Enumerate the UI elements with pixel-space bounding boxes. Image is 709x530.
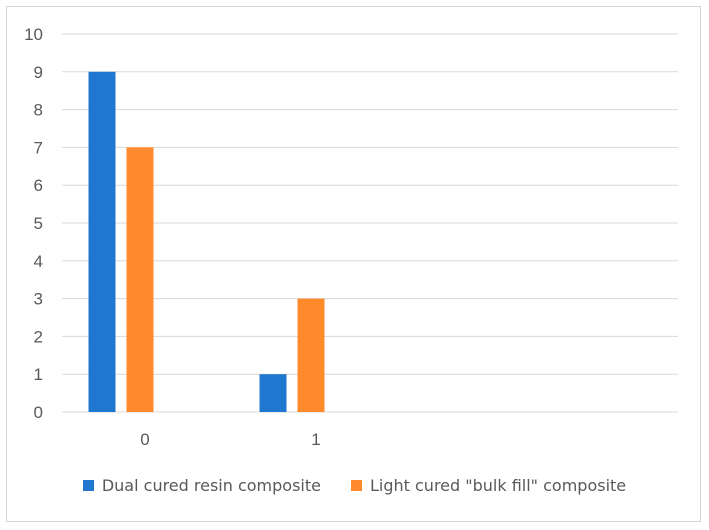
bar-dual-cured-1 xyxy=(259,374,287,412)
bars xyxy=(88,71,325,413)
y-tick-label: 3 xyxy=(34,290,43,309)
x-tick-label: 1 xyxy=(311,430,320,449)
y-tick-label: 1 xyxy=(34,365,43,384)
y-tick-label: 7 xyxy=(34,138,43,157)
legend-item-dual-cured: Dual cured resin composite xyxy=(82,476,321,495)
x-tick-label: 0 xyxy=(140,430,149,449)
y-tick-label: 6 xyxy=(34,176,43,195)
y-axis: 0 1 2 3 4 5 6 7 8 9 10 xyxy=(24,25,43,422)
legend-swatch-light-cured xyxy=(350,480,362,491)
y-tick-label: 4 xyxy=(34,252,43,271)
legend: Dual cured resin composite Light cured "… xyxy=(0,476,709,495)
y-tick-label: 9 xyxy=(34,63,43,82)
y-tick-label: 2 xyxy=(34,327,43,346)
legend-label-light-cured: Light cured "bulk fill" composite xyxy=(369,476,627,495)
y-tick-label: 8 xyxy=(34,101,43,120)
y-tick-label: 10 xyxy=(24,25,43,44)
bar-dual-cured-0 xyxy=(88,71,116,413)
legend-swatch-dual-cured xyxy=(82,480,94,491)
bar-light-cured-0 xyxy=(126,147,154,412)
y-tick-label: 5 xyxy=(34,214,43,233)
chart-frame xyxy=(6,6,701,522)
gridlines xyxy=(62,33,678,413)
legend-label-dual-cured: Dual cured resin composite xyxy=(101,476,321,495)
bar-light-cured-1 xyxy=(297,298,325,412)
legend-item-light-cured: Light cured "bulk fill" composite xyxy=(350,476,627,495)
y-tick-label: 0 xyxy=(34,403,43,422)
